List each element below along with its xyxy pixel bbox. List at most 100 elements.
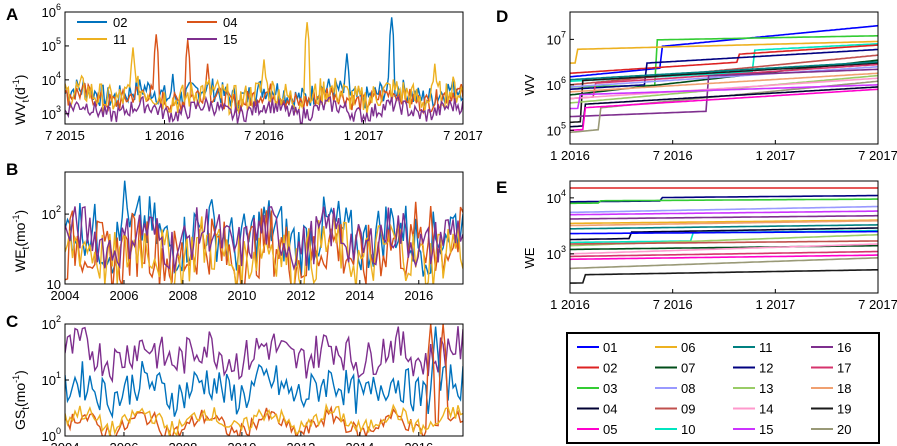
- series-line-16: [570, 68, 878, 118]
- y-tick-label: 104: [42, 70, 61, 88]
- ylabel-b: WEt(mo-1): [11, 210, 32, 272]
- series-line-18: [570, 220, 878, 227]
- ylabel-e: WE: [522, 247, 537, 268]
- series-line-09: [570, 240, 878, 245]
- legend-label: 02: [113, 15, 127, 30]
- legend-label: 08: [681, 381, 695, 396]
- legend-label: 07: [681, 361, 695, 376]
- y-tick-label: 103: [547, 244, 566, 262]
- series-line-19: [570, 268, 878, 284]
- axes-box: [569, 11, 879, 145]
- series-line-15: [65, 326, 463, 384]
- series-line-01: [570, 230, 878, 235]
- legend-label: 04: [223, 15, 237, 30]
- legend-a: 02 04 11 15: [77, 15, 237, 47]
- legend-label: 11: [113, 32, 127, 47]
- y-tick-label: 10: [47, 277, 61, 292]
- legend-label: 20: [837, 422, 851, 437]
- legend-label: 09: [681, 402, 695, 417]
- x-tick-label: 2006: [110, 440, 139, 446]
- series-line-15: [65, 206, 463, 273]
- x-tick-label: 2010: [227, 440, 256, 446]
- panel-a: 7 2015 1 2016 7 2016 1 2017 7 2017 103 104 105 1…: [42, 2, 483, 143]
- series-line-14: [570, 243, 878, 255]
- x-tick-label: 2008: [168, 440, 197, 446]
- series-line-19: [570, 62, 878, 124]
- legend-label: 12: [759, 361, 773, 376]
- x-tick-label: 2006: [110, 288, 139, 303]
- panel-b: 2004 2006 2008 2010 2012 2014 2016 10 102: [42, 171, 464, 303]
- series-line-14: [570, 77, 878, 100]
- x-tick-label: 2016: [404, 440, 433, 446]
- x-tick-label: 2004: [51, 288, 80, 303]
- legend-label: 03: [603, 381, 617, 396]
- y-tick-label: 101: [42, 370, 61, 388]
- legend-label: 01: [603, 340, 617, 355]
- series-line-11: [65, 213, 463, 284]
- x-tick-label: 2012: [286, 288, 315, 303]
- series-line-11: [65, 402, 463, 436]
- panel-letter-b: B: [6, 160, 18, 179]
- series-line-01: [570, 24, 878, 78]
- legend-label: 15: [223, 32, 237, 47]
- legend-label: 05: [603, 422, 617, 437]
- x-tick-label: 7 2015: [45, 128, 85, 143]
- panel-letter-c: C: [6, 312, 18, 331]
- y-tick-label: 106: [547, 75, 566, 93]
- series-line-04: [570, 86, 878, 128]
- x-tick-label: 7 2017: [858, 148, 897, 163]
- series-line-02: [570, 44, 878, 74]
- series-line-11: [570, 61, 878, 81]
- x-tick-label: 7 2017: [858, 297, 897, 312]
- x-tick-label: 7 2016: [653, 148, 693, 163]
- y-tick-label: 105: [42, 36, 61, 54]
- panel-letter-a: A: [6, 5, 18, 24]
- axes-box: [569, 180, 879, 294]
- legend-label: 11: [759, 340, 773, 355]
- legend-label: 10: [681, 422, 695, 437]
- series-line-04: [570, 227, 878, 241]
- series-line-11: [570, 224, 878, 230]
- x-tick-label: 7 2017: [443, 128, 483, 143]
- x-tick-label: 2008: [168, 288, 197, 303]
- ylabel-a: WVt(d-1): [11, 75, 32, 125]
- legend-label: 02: [603, 361, 617, 376]
- series-line-08: [570, 65, 878, 88]
- series-line-05: [570, 254, 878, 261]
- x-tick-label: 7 2016: [653, 297, 693, 312]
- y-tick-label: 107: [547, 29, 566, 47]
- series-line-15: [65, 95, 463, 124]
- x-tick-label: 2016: [404, 288, 433, 303]
- series-line-18: [570, 72, 878, 93]
- x-tick-label: 1 2017: [755, 148, 795, 163]
- series-line-12: [570, 48, 878, 91]
- x-tick-label: 2004: [51, 440, 80, 446]
- y-tick-label: 104: [547, 188, 566, 206]
- series-line-16: [570, 214, 878, 220]
- legend-label: 19: [837, 402, 851, 417]
- legend-label: 13: [759, 381, 773, 396]
- x-tick-label: 2010: [227, 288, 256, 303]
- legend-label: 17: [837, 361, 851, 376]
- legend-label: 18: [837, 381, 851, 396]
- color-legend: 01 06 11 16 02 07 12 17 03 08 13 18 04 09 14 19 05 10 15 20: [566, 332, 880, 444]
- series-line-02: [65, 326, 463, 420]
- series-line-20: [570, 257, 878, 270]
- series-line-03: [570, 198, 878, 205]
- series-line-11: [65, 22, 463, 117]
- legend-label: 14: [759, 402, 773, 417]
- panel-letter-d: D: [496, 7, 508, 26]
- x-tick-label: 2014: [345, 440, 374, 446]
- y-tick-label: 100: [42, 426, 61, 444]
- x-tick-label: 1 2017: [344, 128, 384, 143]
- legend-label: 16: [837, 340, 851, 355]
- panel-c: 2004 2006 2008 2010 2012 2014 2016 100 101 102: [42, 314, 464, 446]
- y-tick-label: 106: [42, 2, 61, 20]
- series-line-15: [570, 84, 878, 110]
- x-tick-label: 1 2016: [550, 148, 590, 163]
- x-tick-label: 7 2016: [244, 128, 284, 143]
- series-line-05: [570, 88, 878, 132]
- y-tick-label: 105: [547, 120, 566, 138]
- x-tick-label: 2012: [286, 440, 315, 446]
